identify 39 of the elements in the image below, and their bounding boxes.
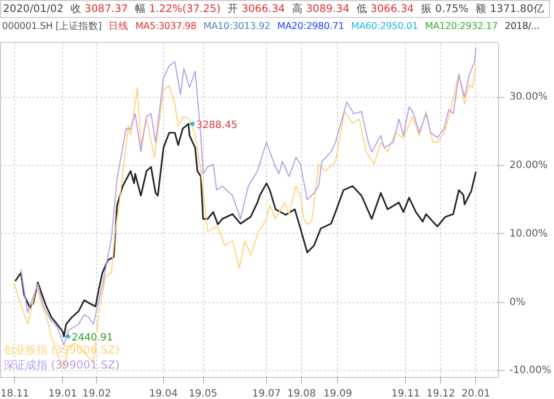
text: 幅 bbox=[134, 3, 146, 15]
y-tick-label: 10.00% bbox=[510, 228, 548, 240]
text: MA5:3037.98 bbox=[135, 21, 196, 32]
text: 3089.34 bbox=[306, 3, 350, 15]
text: 3087.37 bbox=[84, 3, 128, 15]
text: 振 0.75% bbox=[420, 3, 469, 15]
x-tick-label: 19.12 bbox=[426, 388, 456, 399]
text: 低 bbox=[356, 3, 368, 15]
text: 3066.34 bbox=[370, 3, 414, 15]
text: MA10:3013.92 bbox=[203, 21, 270, 32]
text: 开 bbox=[228, 3, 239, 15]
x-tick-label: 19.05 bbox=[188, 388, 218, 399]
annotation: 3288.45 bbox=[196, 120, 238, 131]
text: MA20:2980.71 bbox=[277, 21, 344, 32]
text: 日线 bbox=[108, 21, 128, 32]
text: 2018/... bbox=[504, 21, 540, 32]
annotation: 2440.91 bbox=[72, 332, 114, 344]
x-tick-label: 19.07 bbox=[252, 388, 281, 399]
text: 额 1371.80亿 bbox=[476, 3, 544, 15]
text: 2020/01/02 bbox=[3, 3, 64, 15]
x-tick-label: 19.02 bbox=[82, 388, 112, 399]
y-tick-label: -10.00% bbox=[510, 365, 552, 376]
text: 3066.34 bbox=[242, 3, 285, 15]
x-tick-label: 19.01 bbox=[48, 388, 78, 399]
x-tick-label: 19.09 bbox=[323, 388, 352, 399]
text: 1.22%(37.25) bbox=[148, 3, 221, 15]
text: 000001.SH [上证指数] bbox=[2, 21, 102, 32]
text: MA60:2950.01 bbox=[351, 21, 418, 32]
y-tick-label: 0% bbox=[510, 296, 526, 308]
text: 高 bbox=[292, 3, 303, 15]
x-tick-label: 19.04 bbox=[149, 388, 178, 399]
y-tick-label: 30.00% bbox=[510, 92, 548, 103]
text: MA120:2932.17 bbox=[424, 21, 498, 32]
x-tick-label: 18.11 bbox=[0, 388, 30, 399]
y-tick-label: 20.00% bbox=[510, 160, 548, 172]
x-tick-label: 19.08 bbox=[287, 388, 316, 399]
x-tick-label: 20.01 bbox=[462, 388, 490, 399]
text: 收 bbox=[70, 3, 82, 15]
x-tick-label: 19.11 bbox=[391, 388, 420, 399]
